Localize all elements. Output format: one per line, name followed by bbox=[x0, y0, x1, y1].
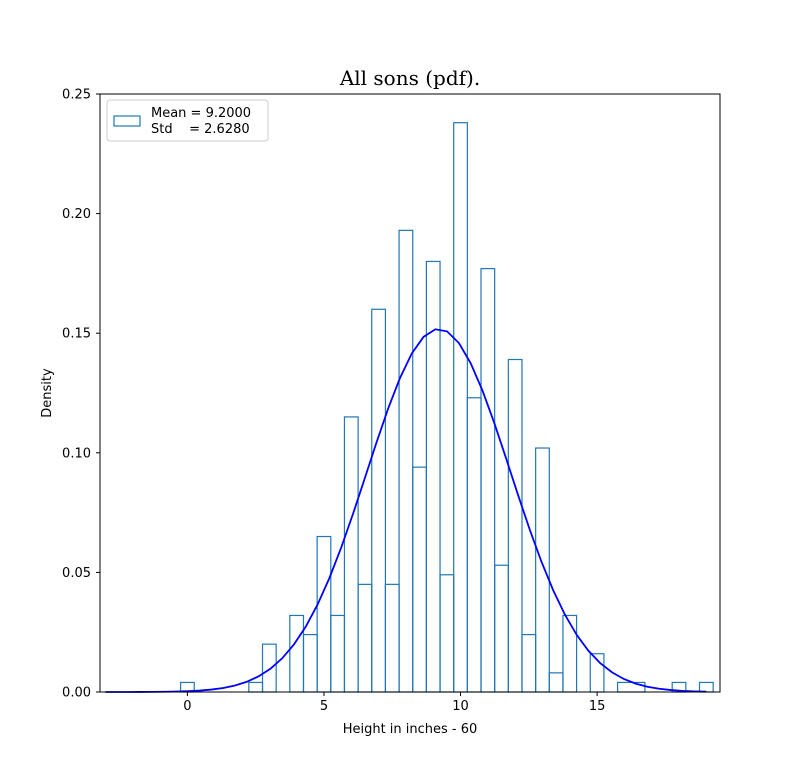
legend-mean-text: Mean = 9.2000 bbox=[151, 106, 251, 121]
y-axis-ticks: 0.00 0.05 0.10 0.15 0.20 0.25 bbox=[62, 88, 100, 701]
x-tick-label: 5 bbox=[320, 699, 328, 714]
legend: Mean = 9.2000 Std = 2.6280 bbox=[106, 99, 269, 142]
x-tick-label: 10 bbox=[452, 699, 469, 714]
x-tick-label: 0 bbox=[183, 699, 191, 714]
y-tick-label: 0.00 bbox=[62, 686, 91, 701]
y-axis-label: Density bbox=[40, 368, 55, 418]
pdf-curve bbox=[105, 328, 707, 693]
legend-std-text: Std = 2.6280 bbox=[151, 122, 250, 137]
plot-frame bbox=[99, 93, 721, 693]
legend-histogram-swatch bbox=[113, 115, 141, 127]
legend-box bbox=[106, 99, 269, 142]
x-axis-label: Height in inches - 60 bbox=[343, 722, 478, 737]
y-tick-label: 0.25 bbox=[62, 88, 91, 103]
x-axis-ticks: 0 5 10 15 bbox=[183, 692, 605, 714]
pdf-curve-layer bbox=[105, 328, 707, 693]
chart-title: All sons (pdf). bbox=[339, 66, 480, 90]
x-tick-label: 15 bbox=[589, 699, 606, 714]
y-tick-label: 0.10 bbox=[62, 446, 91, 461]
y-tick-label: 0.05 bbox=[62, 566, 91, 581]
y-tick-label: 0.15 bbox=[62, 327, 91, 342]
y-tick-label: 0.20 bbox=[62, 207, 91, 222]
